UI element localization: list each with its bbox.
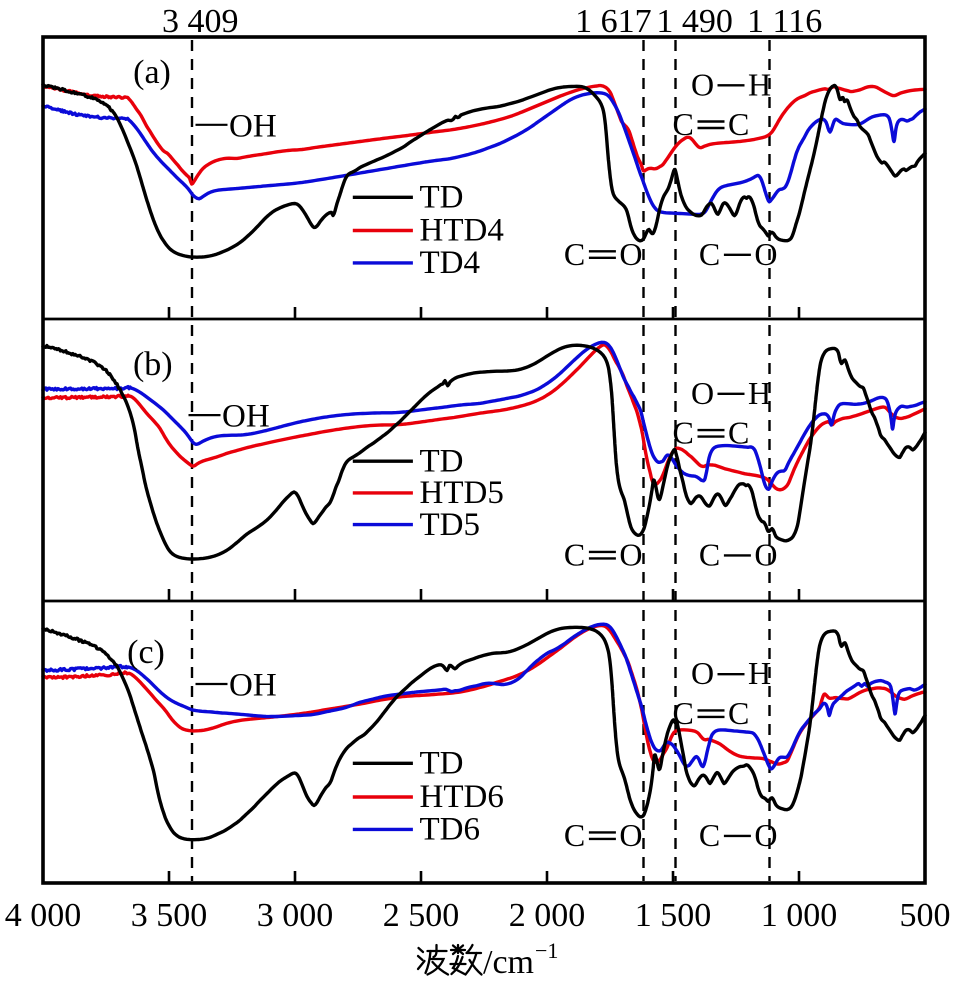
svg-text:O: O bbox=[619, 236, 642, 272]
svg-text:HTD6: HTD6 bbox=[420, 779, 504, 815]
svg-text:C: C bbox=[564, 817, 585, 853]
svg-text:TD: TD bbox=[420, 180, 464, 216]
svg-text:O: O bbox=[754, 817, 777, 853]
svg-text:C: C bbox=[699, 817, 720, 853]
svg-text:500: 500 bbox=[900, 897, 951, 934]
svg-text:3 409: 3 409 bbox=[162, 3, 239, 40]
svg-text:(a): (a) bbox=[133, 54, 171, 91]
svg-text:1 000: 1 000 bbox=[761, 897, 838, 934]
svg-text:O: O bbox=[754, 536, 777, 572]
svg-text:1 116: 1 116 bbox=[747, 3, 822, 40]
svg-text:C: C bbox=[728, 415, 749, 451]
svg-text:−1: −1 bbox=[535, 938, 558, 963]
svg-text:O: O bbox=[619, 817, 642, 853]
svg-text:OH: OH bbox=[229, 668, 277, 704]
svg-text:TD5: TD5 bbox=[420, 507, 481, 543]
svg-text:O: O bbox=[619, 536, 642, 572]
svg-text:C: C bbox=[699, 536, 720, 572]
svg-text:O: O bbox=[754, 236, 777, 272]
svg-text:(c): (c) bbox=[127, 634, 165, 671]
svg-text:O: O bbox=[691, 66, 714, 102]
svg-text:OH: OH bbox=[222, 399, 270, 435]
svg-text:TD6: TD6 bbox=[420, 812, 481, 848]
svg-text:/cm: /cm bbox=[483, 944, 534, 981]
svg-text:OH: OH bbox=[229, 108, 277, 144]
svg-text:2 500: 2 500 bbox=[383, 897, 460, 934]
svg-text:C: C bbox=[728, 695, 749, 731]
svg-text:3 500: 3 500 bbox=[131, 897, 208, 934]
svg-text:(b): (b) bbox=[133, 346, 173, 383]
svg-text:C: C bbox=[673, 415, 694, 451]
svg-text:HTD5: HTD5 bbox=[420, 475, 504, 511]
svg-text:3 000: 3 000 bbox=[257, 897, 334, 934]
svg-text:C: C bbox=[673, 106, 694, 142]
svg-text:H: H bbox=[748, 375, 771, 411]
svg-text:H: H bbox=[748, 655, 771, 691]
svg-text:H: H bbox=[748, 66, 771, 102]
svg-text:4 000: 4 000 bbox=[5, 897, 82, 934]
svg-text:HTD4: HTD4 bbox=[420, 213, 504, 249]
svg-text:O: O bbox=[691, 655, 714, 691]
svg-text:TD4: TD4 bbox=[420, 245, 481, 281]
svg-text:C: C bbox=[728, 106, 749, 142]
svg-text:O: O bbox=[691, 375, 714, 411]
svg-text:2 000: 2 000 bbox=[509, 897, 586, 934]
svg-text:C: C bbox=[564, 536, 585, 572]
svg-text:TD: TD bbox=[420, 443, 464, 479]
svg-text:1 500: 1 500 bbox=[635, 897, 712, 934]
svg-text:1 617: 1 617 bbox=[575, 3, 652, 40]
svg-text:C: C bbox=[699, 236, 720, 272]
svg-text:C: C bbox=[564, 236, 585, 272]
svg-text:1 490: 1 490 bbox=[656, 3, 733, 40]
svg-text:C: C bbox=[673, 695, 694, 731]
svg-text:TD: TD bbox=[420, 746, 464, 782]
